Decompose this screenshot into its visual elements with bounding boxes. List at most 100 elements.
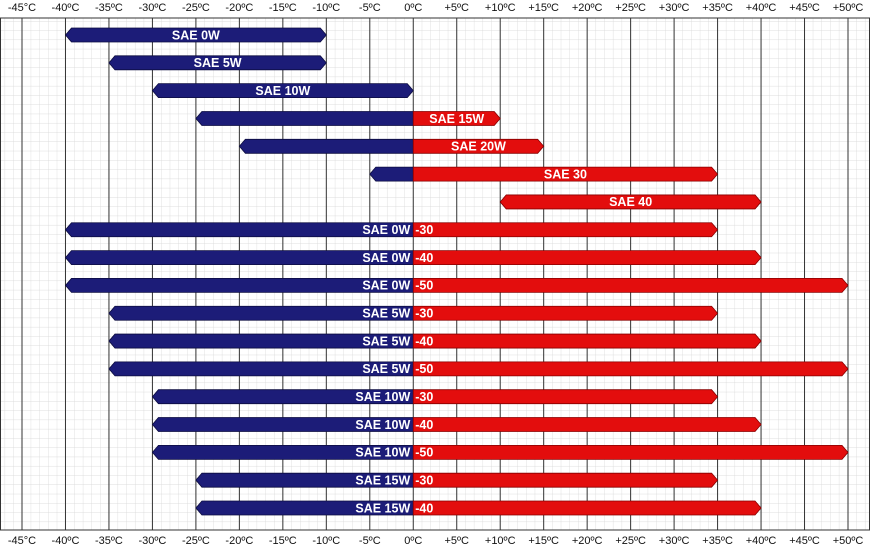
- bar-cold: [64, 222, 414, 238]
- bar-label: SAE 0W: [172, 28, 220, 42]
- bar-warm: [412, 389, 719, 405]
- x-tick-label: -10ºC: [312, 2, 340, 14]
- x-tick-label: -15ºC: [269, 2, 297, 14]
- bar-label-suffix: -30: [415, 390, 433, 404]
- bar-label-suffix: -30: [415, 223, 433, 237]
- bar-label: SAE 5W: [362, 334, 410, 348]
- bar-cold: [238, 138, 414, 154]
- x-tick-label: +30ºC: [659, 535, 690, 547]
- x-tick-label: +15ºC: [528, 2, 559, 14]
- bar-label: SAE 40: [609, 195, 652, 209]
- x-tick-label: +50ºC: [833, 2, 864, 14]
- x-tick-label: +50ºC: [833, 535, 864, 547]
- minor-grid: [0, 18, 870, 530]
- bar-cold: [108, 361, 414, 377]
- x-tick-label: -5ºC: [359, 535, 381, 547]
- x-tick-label: -5ºC: [359, 2, 381, 14]
- bar-label: SAE 15W: [355, 473, 410, 487]
- x-tick-label: +15ºC: [528, 535, 559, 547]
- bar-label-suffix: -40: [415, 501, 433, 515]
- x-tick-label: -15ºC: [269, 535, 297, 547]
- bar-cold: [108, 333, 414, 349]
- bar-label: SAE 0W: [362, 251, 410, 265]
- x-tick-label: -35ºC: [95, 2, 123, 14]
- bar: [64, 27, 327, 43]
- bar-warm: [412, 444, 849, 460]
- x-tick-label: -45°C: [8, 535, 36, 547]
- bar-label: SAE 20W: [451, 140, 506, 154]
- bar-label: SAE 30: [544, 167, 587, 181]
- x-tick-label: -40ºC: [52, 535, 80, 547]
- bar-label: SAE 0W: [362, 279, 410, 293]
- x-tick-label: -20ºC: [225, 2, 253, 14]
- x-tick-label: -30ºC: [138, 2, 166, 14]
- bar-warm: [412, 417, 762, 432]
- bar-cold: [151, 444, 414, 460]
- bar-label: SAE 5W: [194, 56, 242, 70]
- bar: [108, 55, 327, 71]
- x-tick-label: +25ºC: [615, 2, 646, 14]
- x-tick-label: +10ºC: [485, 2, 516, 14]
- bar-label-suffix: -40: [415, 334, 433, 348]
- bar-label: SAE 10W: [355, 390, 410, 404]
- bar-warm: [412, 138, 545, 154]
- bar-warm: [412, 361, 849, 377]
- bar-label-suffix: -50: [415, 446, 433, 460]
- x-tick-label: +45ºC: [789, 2, 820, 14]
- bar-cold: [195, 500, 414, 516]
- bar: [151, 83, 414, 99]
- bar-cold: [64, 278, 414, 293]
- x-tick-label: +35ºC: [702, 2, 733, 14]
- x-tick-label: -20ºC: [225, 535, 253, 547]
- x-tick-label: -25ºC: [182, 535, 210, 547]
- bar-label-suffix: -40: [415, 418, 433, 432]
- bar-cold: [369, 166, 414, 182]
- bar-cold: [151, 417, 414, 432]
- bar-cold: [151, 389, 414, 405]
- x-tick-label: -40ºC: [52, 2, 80, 14]
- bar-cold: [195, 472, 414, 488]
- x-tick-label: +20ºC: [572, 2, 603, 14]
- x-tick-label: 0ºC: [404, 2, 422, 14]
- x-tick-label: +45ºC: [789, 535, 820, 547]
- bar-label: SAE 5W: [362, 362, 410, 376]
- bar-label: SAE 10W: [255, 84, 310, 98]
- bar-cold: [64, 250, 414, 265]
- x-tick-label: +5ºC: [444, 2, 469, 14]
- bar-label: SAE 0W: [362, 223, 410, 237]
- bar-label: SAE 10W: [355, 446, 410, 460]
- bar-label: SAE 5W: [362, 307, 410, 321]
- x-tick-label: +20ºC: [572, 535, 603, 547]
- x-tick-label: -45°C: [8, 2, 36, 14]
- x-tick-label: +10ºC: [485, 535, 516, 547]
- bar-warm: [412, 278, 849, 293]
- bar-label-suffix: -30: [415, 473, 433, 487]
- bar-label: SAE 15W: [355, 501, 410, 515]
- x-tick-label: +30ºC: [659, 2, 690, 14]
- bar-warm: [412, 111, 501, 126]
- bar-label: SAE 10W: [355, 418, 410, 432]
- bar-warm: [412, 250, 762, 265]
- x-tick-label: +25ºC: [615, 535, 646, 547]
- x-tick-label: -10ºC: [312, 535, 340, 547]
- x-tick-label: +40ºC: [746, 535, 777, 547]
- bar-label: SAE 15W: [429, 112, 484, 126]
- x-tick-label: 0ºC: [404, 535, 422, 547]
- x-tick-label: +5ºC: [444, 535, 469, 547]
- bar-warm: [412, 500, 762, 516]
- x-tick-label: +40ºC: [746, 2, 777, 14]
- bar-warm: [412, 305, 719, 321]
- bar-label-suffix: -40: [415, 251, 433, 265]
- x-tick-label: -35ºC: [95, 535, 123, 547]
- bar-label-suffix: -30: [415, 307, 433, 321]
- x-tick-label: -25ºC: [182, 2, 210, 14]
- bar-warm: [412, 166, 719, 182]
- bar-cold: [195, 111, 414, 126]
- bar-label-suffix: -50: [415, 362, 433, 376]
- bar: [499, 194, 762, 210]
- bar-label-suffix: -50: [415, 279, 433, 293]
- x-tick-label: +35ºC: [702, 535, 733, 547]
- bar-warm: [412, 333, 762, 349]
- x-tick-label: -30ºC: [138, 535, 166, 547]
